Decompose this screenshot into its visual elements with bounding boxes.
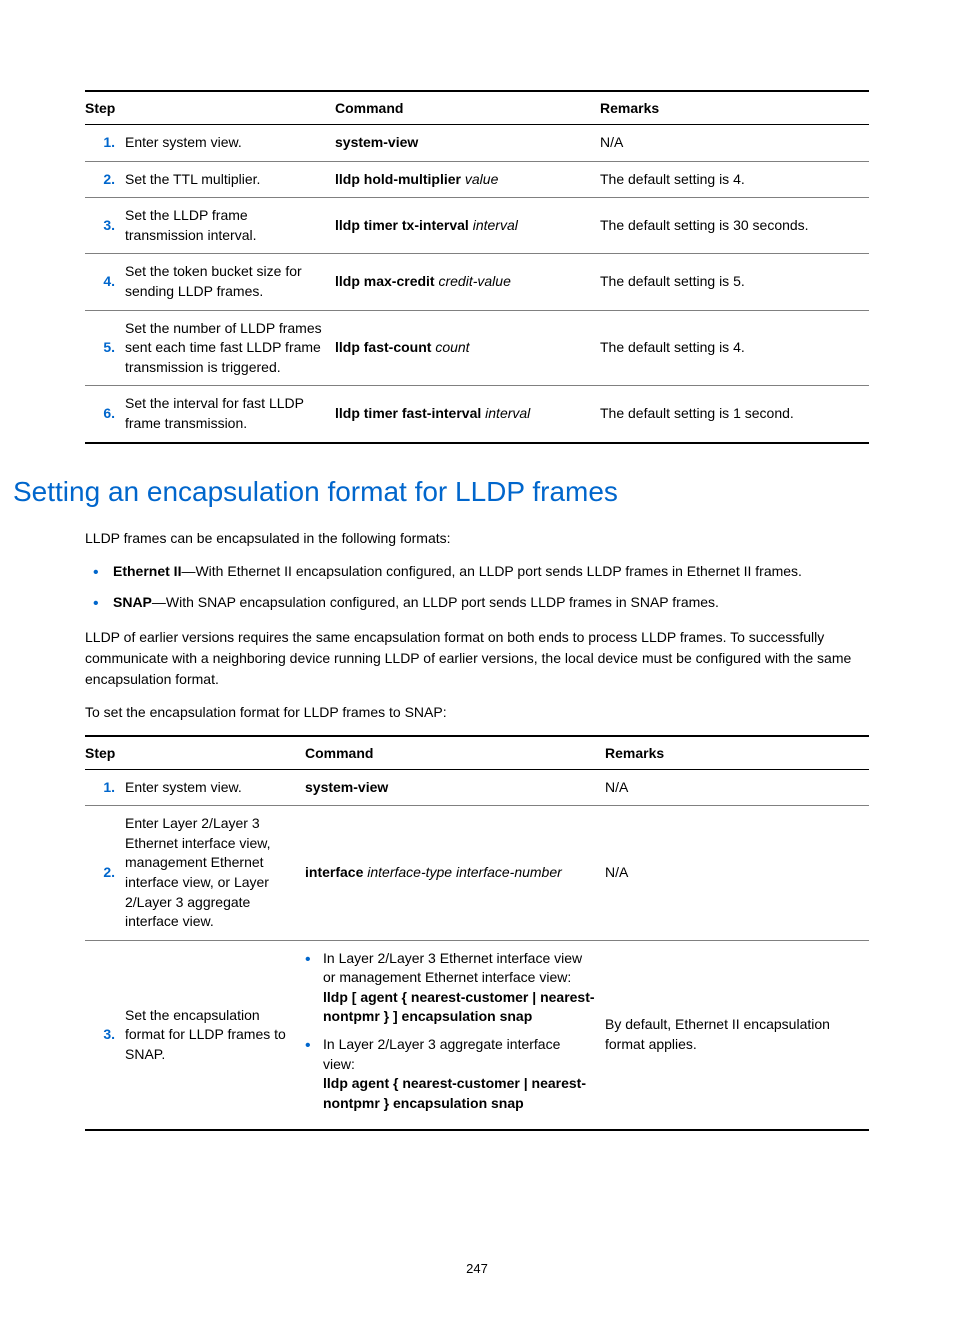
remarks-text: N/A (605, 806, 869, 941)
section-heading: Setting an encapsulation format for LLDP… (13, 476, 869, 508)
table-row: 3. Set the LLDP frame transmission inter… (85, 198, 869, 254)
header-step: Step (85, 736, 305, 770)
intro-paragraph: LLDP frames can be encapsulated in the f… (85, 528, 869, 549)
header-remarks: Remarks (600, 91, 869, 125)
command-text: system-view (305, 769, 605, 806)
table-2: Step Command Remarks 1. Enter system vie… (85, 735, 869, 1132)
table-header-row: Step Command Remarks (85, 91, 869, 125)
remarks-text: N/A (605, 769, 869, 806)
table-row: 2. Enter Layer 2/Layer 3 Ethernet interf… (85, 806, 869, 941)
table-row: 6. Set the interval for fast LLDP frame … (85, 386, 869, 443)
remarks-text: The default setting is 4. (600, 310, 869, 386)
header-command: Command (305, 736, 605, 770)
table-row: 1. Enter system view. system-view N/A (85, 769, 869, 806)
remarks-text: The default setting is 5. (600, 254, 869, 310)
paragraph: LLDP of earlier versions requires the sa… (85, 627, 869, 690)
table-row: 3. Set the encapsulation format for LLDP… (85, 940, 869, 1130)
paragraph: To set the encapsulation format for LLDP… (85, 702, 869, 723)
step-number: 3. (85, 940, 125, 1130)
step-number: 1. (85, 125, 125, 162)
step-text: Set the interval for fast LLDP frame tra… (125, 386, 335, 443)
table-row: 2. Set the TTL multiplier. lldp hold-mul… (85, 161, 869, 198)
step-text: Set the token bucket size for sending LL… (125, 254, 335, 310)
step-text: Set the encapsulation format for LLDP fr… (125, 940, 305, 1130)
remarks-text: N/A (600, 125, 869, 162)
step-number: 5. (85, 310, 125, 386)
list-item: In Layer 2/Layer 3 aggregate interface v… (305, 1035, 595, 1113)
command-text: lldp max-credit credit-value (335, 254, 600, 310)
list-item: Ethernet II—With Ethernet II encapsulati… (85, 561, 869, 582)
header-step: Step (85, 91, 335, 125)
step-number: 2. (85, 806, 125, 941)
table-row: 5. Set the number of LLDP frames sent ea… (85, 310, 869, 386)
table-header-row: Step Command Remarks (85, 736, 869, 770)
step-number: 1. (85, 769, 125, 806)
step-number: 4. (85, 254, 125, 310)
command-text: system-view (335, 125, 600, 162)
remarks-text: The default setting is 30 seconds. (600, 198, 869, 254)
header-remarks: Remarks (605, 736, 869, 770)
command-text: lldp hold-multiplier value (335, 161, 600, 198)
step-number: 3. (85, 198, 125, 254)
step-text: Enter system view. (125, 125, 335, 162)
remarks-text: The default setting is 1 second. (600, 386, 869, 443)
list-item: In Layer 2/Layer 3 Ethernet interface vi… (305, 949, 595, 1027)
remarks-text: By default, Ethernet II encapsulation fo… (605, 940, 869, 1130)
step-text: Set the TTL multiplier. (125, 161, 335, 198)
list-item: SNAP—With SNAP encapsulation configured,… (85, 592, 869, 613)
command-text: interface interface-type interface-numbe… (305, 806, 605, 941)
step-text: Enter Layer 2/Layer 3 Ethernet interface… (125, 806, 305, 941)
bullet-list: Ethernet II—With Ethernet II encapsulati… (85, 561, 869, 613)
command-text: In Layer 2/Layer 3 Ethernet interface vi… (305, 940, 605, 1130)
remarks-text: The default setting is 4. (600, 161, 869, 198)
step-number: 6. (85, 386, 125, 443)
command-text: lldp timer fast-interval interval (335, 386, 600, 443)
step-number: 2. (85, 161, 125, 198)
header-command: Command (335, 91, 600, 125)
table-1: Step Command Remarks 1. Enter system vie… (85, 90, 869, 444)
command-text: lldp timer tx-interval interval (335, 198, 600, 254)
step-text: Set the LLDP frame transmission interval… (125, 198, 335, 254)
command-text: lldp fast-count count (335, 310, 600, 386)
table-row: 1. Enter system view. system-view N/A (85, 125, 869, 162)
step-text: Enter system view. (125, 769, 305, 806)
step-text: Set the number of LLDP frames sent each … (125, 310, 335, 386)
page-number: 247 (85, 1261, 869, 1276)
table-row: 4. Set the token bucket size for sending… (85, 254, 869, 310)
